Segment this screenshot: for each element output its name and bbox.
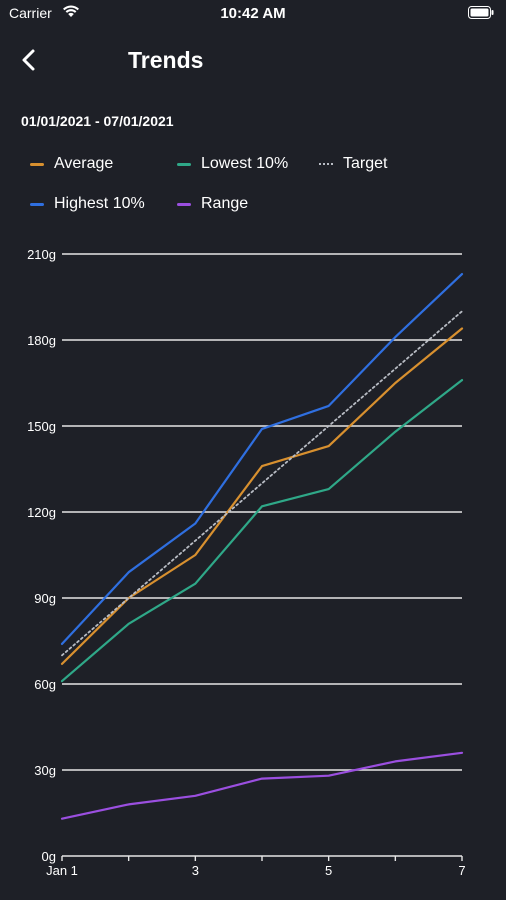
- legend-swatch: [30, 162, 44, 166]
- series-line-average: [60, 327, 464, 665]
- legend-label: Range: [201, 195, 249, 212]
- series-line-lowest-10: [60, 379, 464, 683]
- x-tick-label: Jan 1: [46, 863, 78, 878]
- y-tick-label: 60g: [34, 677, 56, 692]
- status-bar: Carrier 10:42 AM: [0, 0, 506, 28]
- trends-line-chart: 0g 30g 60g 90g 120g 150g 180g 210g Jan 1 3 5 7: [27, 247, 466, 878]
- y-tick-label: 120g: [27, 505, 56, 520]
- legend-label: Target: [343, 155, 388, 172]
- wifi-icon: [62, 4, 80, 23]
- status-time: 10:42 AM: [220, 5, 286, 22]
- legend-swatch: [177, 162, 191, 166]
- battery-icon: [468, 6, 494, 24]
- y-tick-label: 210g: [27, 247, 56, 262]
- series-line-target: [61, 310, 463, 657]
- series-line-range: [60, 751, 464, 820]
- carrier-label: Carrier: [9, 5, 52, 21]
- x-tick-label: 3: [192, 863, 199, 878]
- navigation-bar: Trends: [0, 40, 506, 84]
- legend-item-target[interactable]: Target: [319, 155, 387, 173]
- chevron-left-icon: [22, 49, 35, 71]
- y-tick-label: 30g: [34, 763, 56, 778]
- legend-label: Average: [54, 155, 114, 172]
- y-tick-label: 90g: [34, 591, 56, 606]
- back-button[interactable]: [14, 46, 44, 76]
- y-tick-label: 180g: [27, 333, 56, 348]
- legend-label: Highest 10%: [54, 195, 145, 212]
- legend-item-highest[interactable]: Highest 10%: [30, 195, 145, 213]
- legend-swatch: [177, 202, 191, 206]
- date-range: 01/01/2021 - 07/01/2021: [21, 113, 174, 129]
- legend-swatch: [30, 202, 44, 206]
- y-tick-label: 150g: [27, 419, 56, 434]
- legend-item-range[interactable]: Range: [177, 195, 248, 213]
- y-tick-label: 0g: [42, 849, 56, 864]
- x-tick-label: 5: [325, 863, 332, 878]
- x-tick-label: 7: [458, 863, 465, 878]
- series-line-highest-10: [60, 272, 464, 645]
- page-title: Trends: [128, 47, 204, 73]
- legend-label: Lowest 10%: [201, 155, 289, 172]
- legend-item-lowest[interactable]: Lowest 10%: [177, 155, 288, 173]
- legend-swatch: [319, 163, 333, 165]
- legend-item-average[interactable]: Average: [30, 155, 113, 173]
